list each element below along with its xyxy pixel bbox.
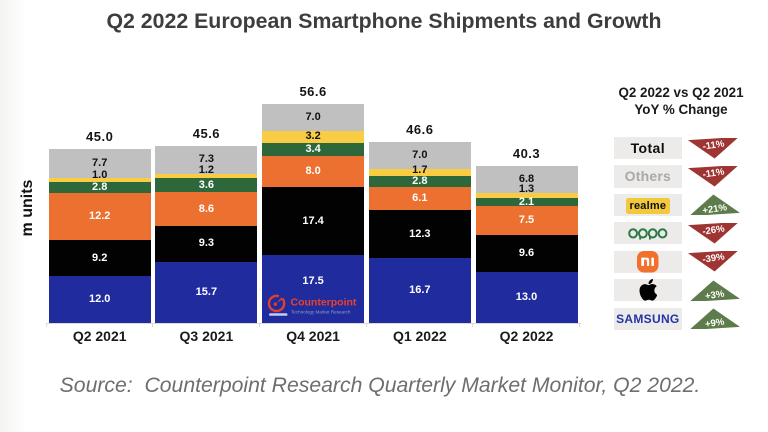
svg-text:+3%: +3% [704, 288, 725, 301]
svg-text:Technology Market Research: Technology Market Research [291, 310, 351, 315]
svg-text:-26%: -26% [702, 223, 726, 237]
svg-text:-11%: -11% [702, 166, 726, 180]
svg-text:+21%: +21% [702, 202, 729, 215]
svg-text:+9%: +9% [704, 317, 725, 330]
svg-text:Counterpoint: Counterpoint [291, 297, 357, 309]
svg-text:-39%: -39% [702, 252, 726, 266]
svg-text:-11%: -11% [702, 138, 726, 152]
